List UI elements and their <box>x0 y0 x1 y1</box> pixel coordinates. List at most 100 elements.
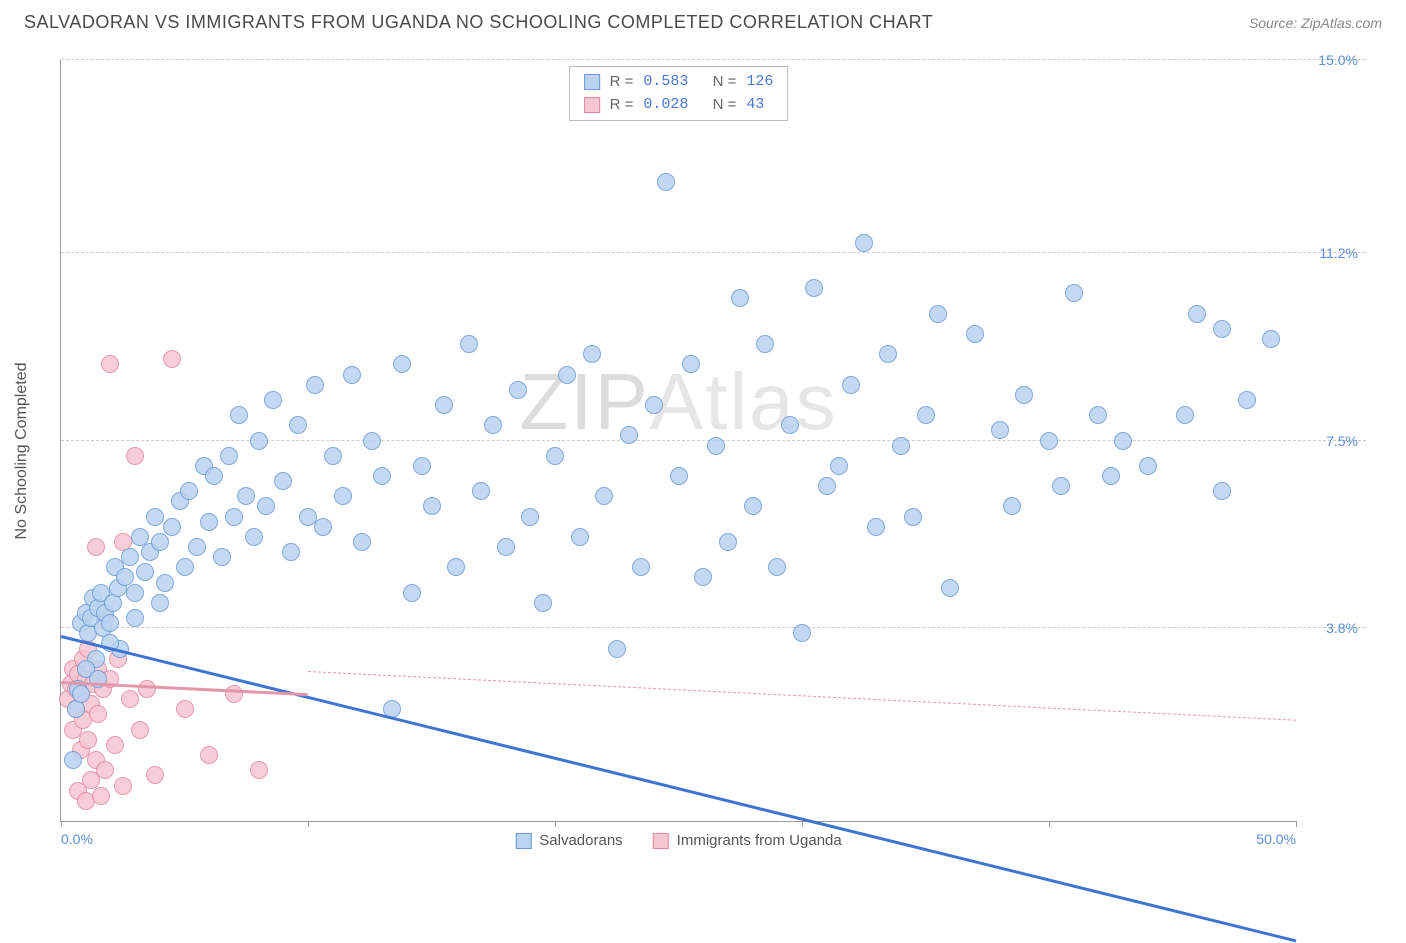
data-point <box>583 345 601 363</box>
y-tick-label: 3.8% <box>1326 620 1358 636</box>
y-axis-label: No Schooling Completed <box>13 363 31 540</box>
data-point <box>131 528 149 546</box>
data-point <box>82 609 100 627</box>
r-value: 0.583 <box>643 71 688 94</box>
data-point <box>534 594 552 612</box>
data-point <box>682 355 700 373</box>
data-point <box>106 736 124 754</box>
x-tick-mark <box>555 821 556 827</box>
data-point <box>205 467 223 485</box>
data-point <box>225 685 243 703</box>
x-tick-label: 0.0% <box>61 831 93 847</box>
data-point <box>89 705 107 723</box>
data-point <box>363 432 381 450</box>
data-point <box>77 604 95 622</box>
gridline <box>61 627 1366 628</box>
data-point <box>163 350 181 368</box>
data-point <box>521 508 539 526</box>
data-point <box>89 599 107 617</box>
data-point <box>126 447 144 465</box>
data-point <box>131 721 149 739</box>
data-point <box>1089 406 1107 424</box>
data-point <box>1102 467 1120 485</box>
data-point <box>393 355 411 373</box>
data-point <box>879 345 897 363</box>
data-point <box>114 777 132 795</box>
data-point <box>1188 305 1206 323</box>
n-value: 43 <box>746 94 764 117</box>
data-point <box>343 366 361 384</box>
chart-title: SALVADORAN VS IMMIGRANTS FROM UGANDA NO … <box>24 12 933 33</box>
swatch-icon <box>653 833 669 849</box>
data-point <box>632 558 650 576</box>
data-point <box>645 396 663 414</box>
data-point <box>96 604 114 622</box>
data-point <box>225 508 243 526</box>
data-point <box>484 416 502 434</box>
data-point <box>121 548 139 566</box>
x-tick-mark <box>308 821 309 827</box>
data-point <box>991 421 1009 439</box>
data-point <box>237 487 255 505</box>
data-point <box>94 619 112 637</box>
data-point <box>707 437 725 455</box>
data-point <box>497 538 515 556</box>
swatch-icon <box>584 74 600 90</box>
data-point <box>141 543 159 561</box>
data-point <box>250 432 268 450</box>
data-point <box>138 680 156 698</box>
y-tick-label: 7.5% <box>1326 433 1358 449</box>
y-tick-label: 11.2% <box>1319 245 1358 261</box>
data-point <box>77 660 95 678</box>
data-point <box>176 700 194 718</box>
data-point <box>213 548 231 566</box>
data-point <box>403 584 421 602</box>
data-point <box>1213 320 1231 338</box>
data-point <box>793 624 811 642</box>
correlation-stats-box: R = 0.583 N = 126 R = 0.028 N = 43 <box>569 66 789 121</box>
source-attribution: Source: ZipAtlas.com <box>1249 15 1382 31</box>
data-point <box>101 614 119 632</box>
data-point <box>917 406 935 424</box>
data-point <box>670 467 688 485</box>
data-point <box>151 533 169 551</box>
data-point <box>87 538 105 556</box>
data-point <box>72 685 90 703</box>
data-point <box>1139 457 1157 475</box>
trend-line <box>308 671 1296 721</box>
data-point <box>171 492 189 510</box>
data-point <box>74 711 92 729</box>
data-point <box>146 508 164 526</box>
stats-row-uganda: R = 0.028 N = 43 <box>584 94 774 117</box>
data-point <box>571 528 589 546</box>
data-point <box>941 579 959 597</box>
data-point <box>855 234 873 252</box>
data-point <box>818 477 836 495</box>
data-point <box>1114 432 1132 450</box>
data-point <box>64 721 82 739</box>
data-point <box>694 568 712 586</box>
data-point <box>1176 406 1194 424</box>
data-point <box>89 660 107 678</box>
data-point <box>79 731 97 749</box>
data-point <box>731 289 749 307</box>
data-point <box>620 426 638 444</box>
data-point <box>176 558 194 576</box>
trend-line <box>61 635 1297 942</box>
data-point <box>423 497 441 515</box>
data-point <box>842 376 860 394</box>
legend-item-salvadorans: Salvadorans <box>515 832 622 849</box>
data-point <box>1262 330 1280 348</box>
data-point <box>314 518 332 536</box>
data-point <box>250 761 268 779</box>
data-point <box>151 594 169 612</box>
data-point <box>180 482 198 500</box>
data-point <box>1213 482 1231 500</box>
gridline <box>61 59 1366 60</box>
data-point <box>805 279 823 297</box>
data-point <box>230 406 248 424</box>
data-point <box>200 513 218 531</box>
data-point <box>460 335 478 353</box>
data-point <box>92 787 110 805</box>
swatch-icon <box>584 97 600 113</box>
